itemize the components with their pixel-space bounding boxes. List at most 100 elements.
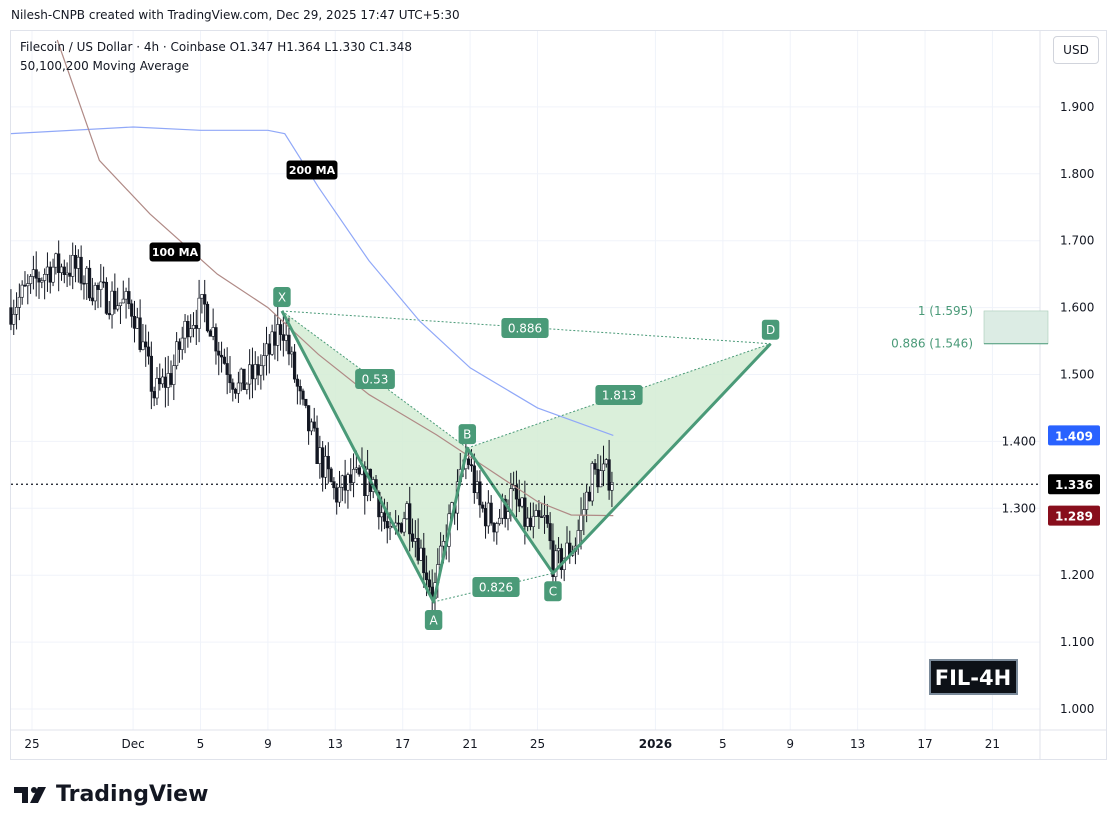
- x-tick-label: 5: [197, 737, 205, 751]
- candle-body: [20, 284, 24, 298]
- candle-body: [54, 253, 58, 268]
- prz-bottom-label: 0.886 (1.546): [891, 337, 973, 351]
- candle-body: [76, 256, 80, 269]
- candle-body: [298, 386, 302, 392]
- candle-body: [396, 522, 401, 525]
- candle-body: [256, 364, 260, 376]
- candle-body: [520, 497, 524, 507]
- candle-body: [278, 324, 283, 335]
- candle-body: [152, 391, 156, 399]
- candle-body: [34, 269, 38, 279]
- moving-average-line: [10, 126, 614, 436]
- candle-body: [503, 498, 507, 520]
- candle-body: [236, 382, 241, 394]
- candle-body: [604, 459, 608, 465]
- pattern-point-a-bg: [424, 609, 443, 630]
- candle-body: [62, 266, 66, 275]
- candle-body: [65, 272, 69, 275]
- candle-body: [124, 291, 128, 300]
- candle-body: [534, 510, 538, 517]
- x-tick-label: 21: [985, 737, 1000, 751]
- tradingview-logo[interactable]: TradingView: [14, 782, 208, 807]
- ma-price-badge-bg: [1048, 425, 1100, 446]
- ratio-label-bg: [501, 318, 549, 338]
- x-tick-label: 21: [462, 737, 477, 751]
- ma-price-badge: 1.289: [1055, 510, 1093, 524]
- candle-body: [191, 325, 196, 329]
- last-price-badge-bg: [1048, 474, 1100, 495]
- indicator-legend[interactable]: 50,100,200 Moving Average: [20, 59, 189, 73]
- candle-body: [234, 389, 238, 394]
- candle-body: [405, 503, 409, 520]
- candle-body: [205, 303, 210, 332]
- candle-body: [526, 517, 530, 527]
- candle-body: [12, 314, 16, 325]
- candle-body: [475, 481, 479, 494]
- candle-body: [540, 516, 544, 518]
- candle-body: [132, 316, 137, 329]
- candle-body: [382, 512, 387, 522]
- ma100-label: 100 MA: [152, 246, 199, 259]
- candle-body: [180, 337, 184, 350]
- candle-body: [489, 502, 493, 524]
- candle-body: [248, 364, 252, 385]
- candle-body: [582, 509, 586, 516]
- y-tick-label: 1.500: [1060, 368, 1094, 382]
- candle-body: [200, 294, 204, 299]
- candle-body: [197, 297, 201, 329]
- candle-body: [85, 267, 89, 284]
- candle-body: [290, 351, 294, 355]
- candle-body: [253, 364, 257, 380]
- candle-body: [267, 343, 271, 355]
- candle-body: [495, 523, 499, 533]
- candle-body: [467, 458, 471, 465]
- candle-body: [287, 334, 291, 355]
- candle-body: [309, 421, 314, 432]
- candle-body: [57, 253, 61, 273]
- ma100-label-bg: [149, 242, 201, 262]
- candle-body: [478, 481, 482, 506]
- candle-body: [556, 548, 561, 552]
- candle-body: [321, 447, 325, 478]
- candle-body: [37, 277, 41, 283]
- candle-body: [281, 334, 285, 341]
- candle-body: [548, 523, 552, 542]
- candles: [9, 240, 614, 617]
- last-price-badge: 1.336: [1055, 478, 1093, 492]
- candle-body: [172, 365, 176, 385]
- candle-body: [579, 515, 583, 531]
- candle-body: [23, 284, 27, 287]
- pattern-point-d-bg: [761, 319, 780, 340]
- candle-body: [441, 541, 446, 547]
- candle-body: [127, 291, 131, 305]
- candle-body: [259, 365, 263, 376]
- candle-body: [419, 547, 423, 561]
- candle-body: [264, 343, 269, 356]
- candle-body: [107, 313, 111, 316]
- pattern-point-a: A: [429, 613, 438, 627]
- candle-body: [323, 455, 328, 478]
- ratio-label: 0.886: [508, 321, 542, 335]
- currency-button[interactable]: USD: [1053, 36, 1099, 64]
- candle-body: [481, 504, 485, 509]
- pattern-xab-fill: [281, 310, 468, 602]
- candle-body: [276, 324, 280, 346]
- candle-body: [48, 266, 52, 283]
- candle-body: [422, 547, 426, 574]
- y-tick-label: 1.200: [1060, 568, 1094, 582]
- candle-body: [51, 266, 55, 283]
- x-tick-label: 17: [395, 737, 410, 751]
- ticker-box-label: FIL-4H: [935, 666, 1011, 690]
- x-tick-label: 25: [24, 737, 39, 751]
- moving-average-line: [56, 39, 614, 517]
- x-tick-label: 17: [917, 737, 932, 751]
- x-tick-label: Dec: [121, 737, 144, 751]
- candle-body: [141, 341, 145, 350]
- candle-body: [149, 355, 153, 392]
- candle-body: [385, 521, 389, 529]
- candle-body: [130, 303, 134, 317]
- ratio-label-bg: [355, 369, 395, 389]
- candle-body: [242, 368, 246, 390]
- y-tick-label: 1.400: [1002, 434, 1036, 448]
